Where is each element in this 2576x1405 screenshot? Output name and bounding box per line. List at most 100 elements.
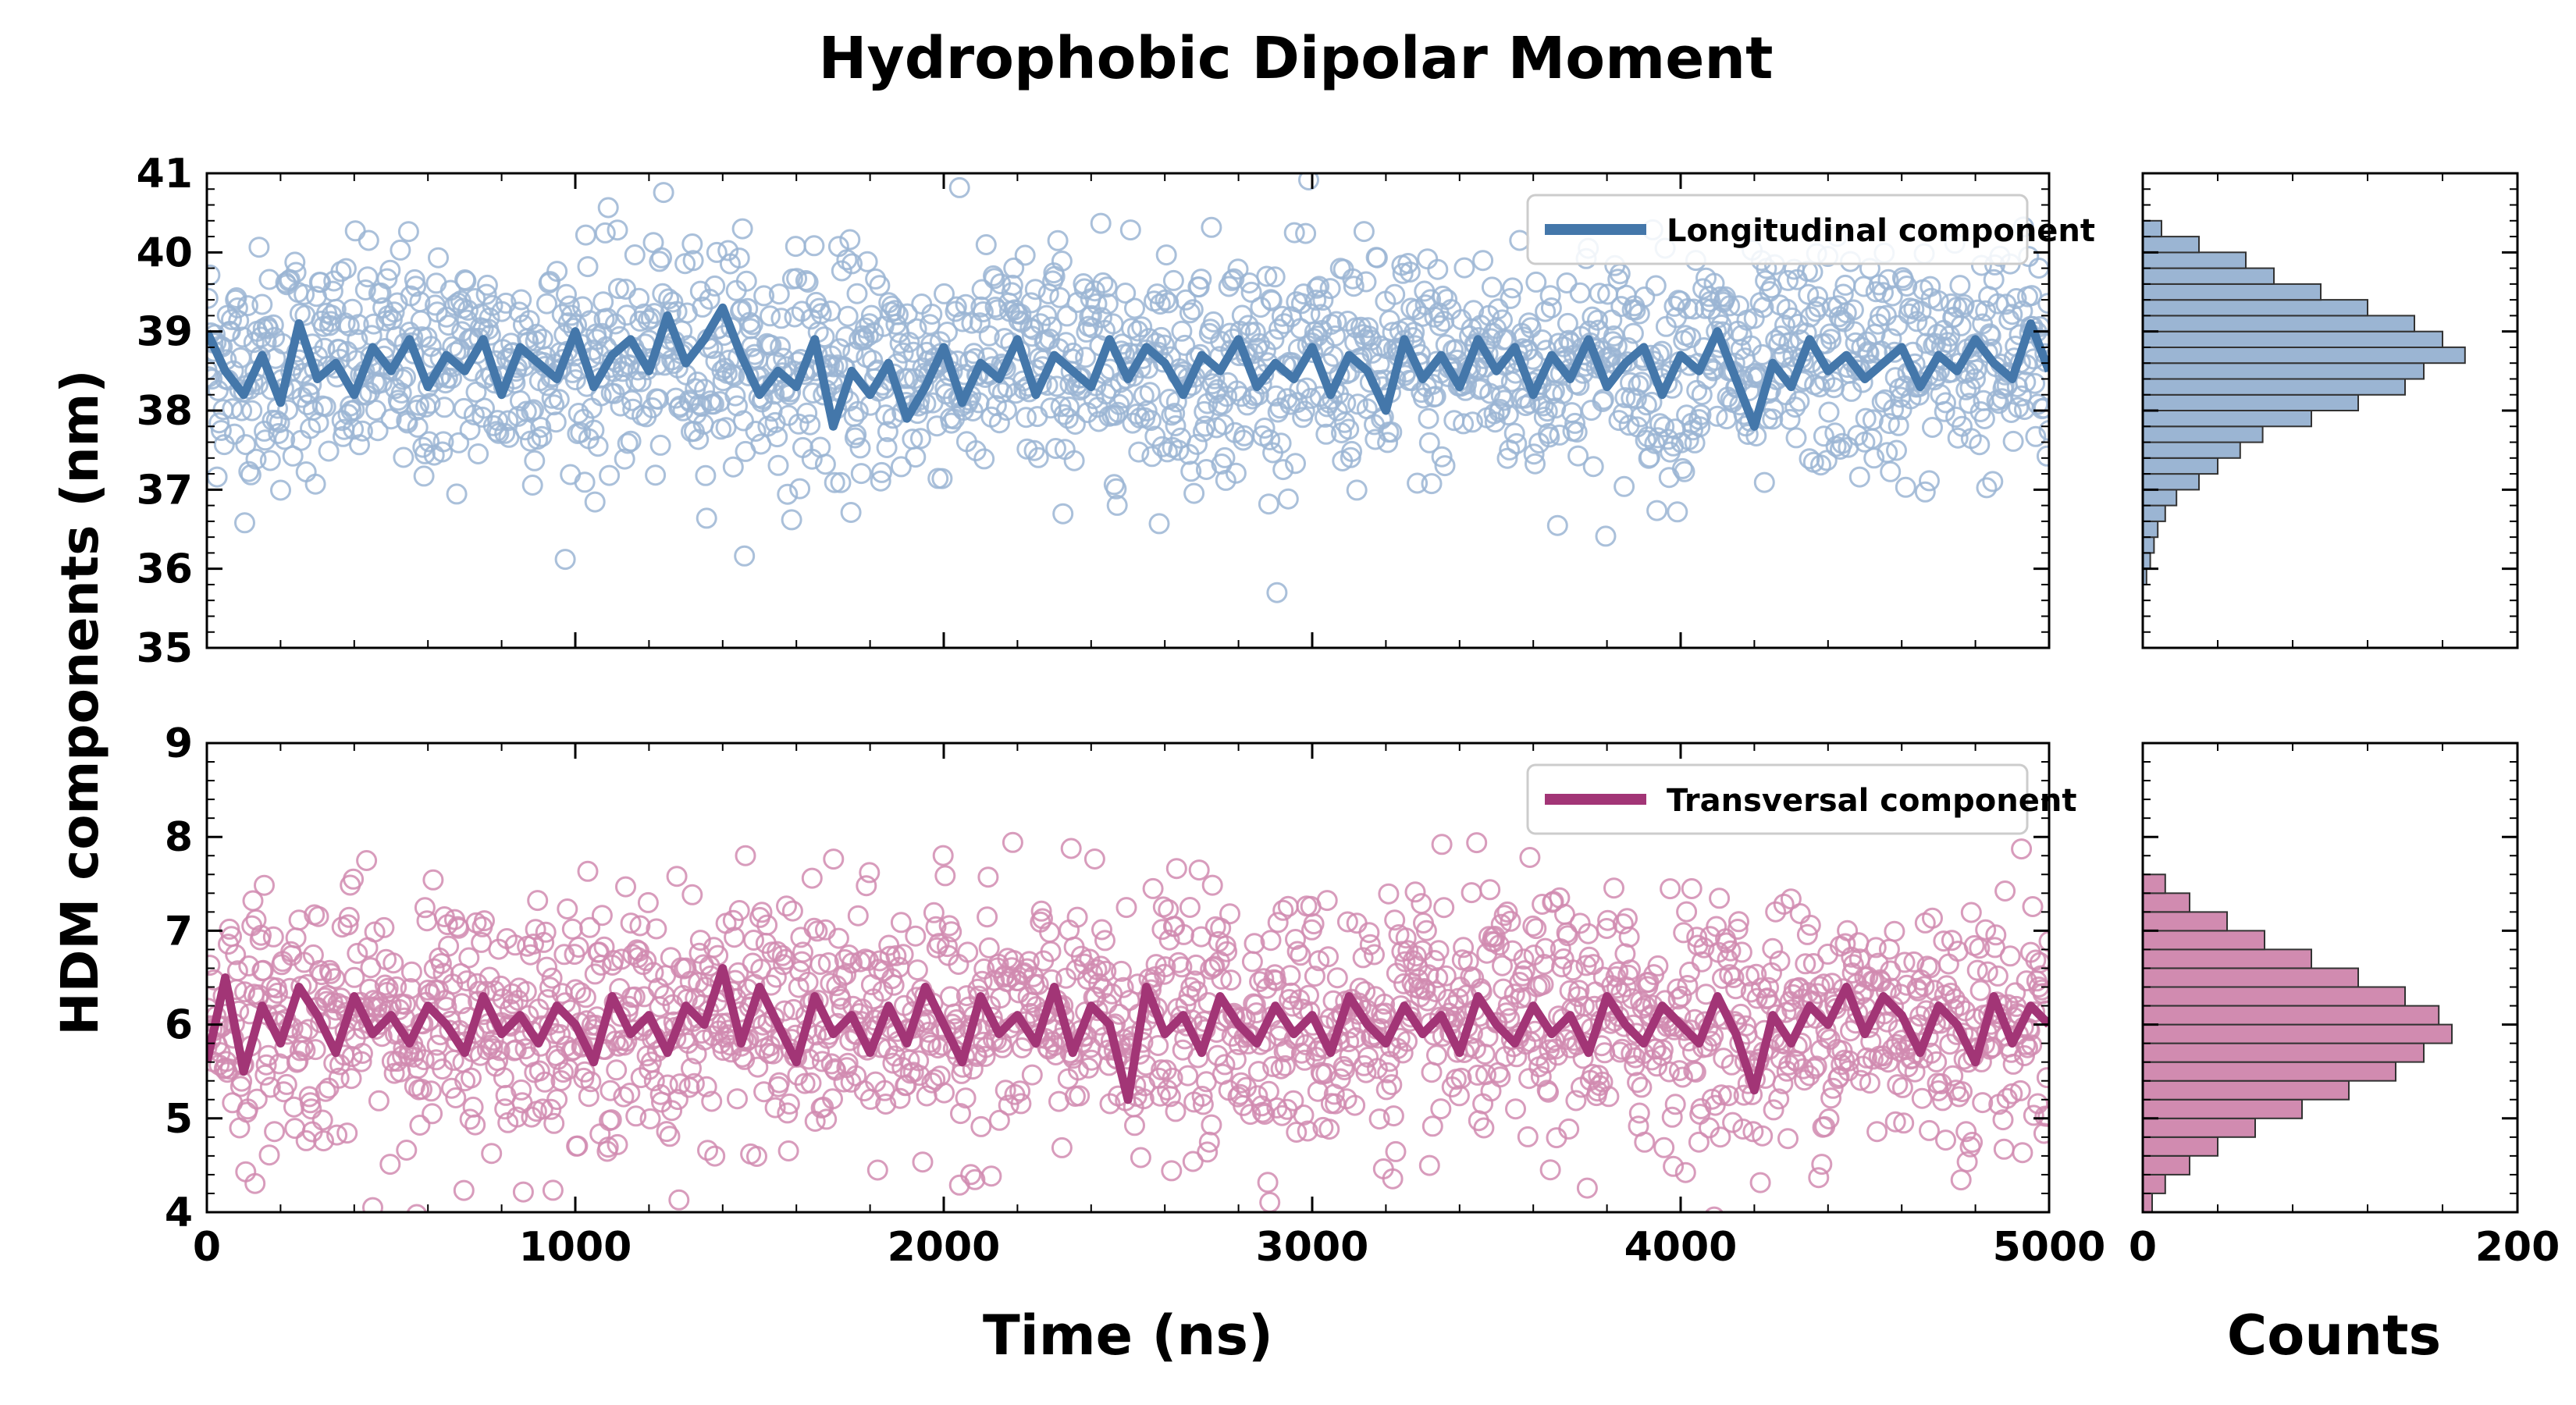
transversal-point xyxy=(955,1087,977,1109)
transversal-point xyxy=(1768,1088,1790,1110)
transversal-point xyxy=(1923,980,1945,1001)
longitudinal-point xyxy=(1188,276,1210,298)
transversal-point xyxy=(1919,1119,1940,1141)
longitudinal-histogram-bar xyxy=(2142,315,2415,333)
longitudinal-point xyxy=(238,461,260,482)
longitudinal-smoothed-line xyxy=(207,303,2049,431)
transversal-point xyxy=(1187,980,1208,1002)
transversal-point xyxy=(792,941,813,963)
longitudinal-point xyxy=(285,261,307,283)
longitudinal-point xyxy=(1161,404,1183,426)
transversal-point xyxy=(1513,948,1535,970)
transversal-point xyxy=(610,948,632,970)
longitudinal-point xyxy=(955,293,977,315)
transversal-point xyxy=(1344,1094,1366,1116)
longitudinal-point xyxy=(1949,275,1971,297)
longitudinal-point xyxy=(1179,302,1201,324)
longitudinal-point xyxy=(799,414,821,436)
transversal-point xyxy=(426,1034,448,1056)
longitudinal-point xyxy=(1052,503,1074,525)
transversal-point xyxy=(765,966,787,988)
longitudinal-point xyxy=(651,247,672,269)
longitudinal-point xyxy=(584,491,606,513)
longitudinal-point xyxy=(784,306,806,328)
transversal-point xyxy=(1066,906,1088,928)
transversal-point xyxy=(1149,1085,1171,1107)
longitudinal-point xyxy=(1357,317,1379,339)
transversal-point xyxy=(489,1040,511,1062)
longitudinal-point xyxy=(1124,297,1145,319)
longitudinal-point xyxy=(824,471,845,493)
transversal-point xyxy=(912,1151,934,1173)
longitudinal-point xyxy=(1264,266,1286,288)
longitudinal-point xyxy=(1445,339,1467,361)
transversal-point xyxy=(1884,920,1905,942)
longitudinal-point xyxy=(717,240,739,261)
transversal-point xyxy=(482,1030,504,1051)
transversal-point xyxy=(1262,1055,1284,1077)
transversal-point xyxy=(661,1100,683,1122)
transversal-point xyxy=(753,1081,775,1103)
transversal-point xyxy=(704,1145,726,1167)
transversal-point xyxy=(1244,933,1265,955)
transversal-point xyxy=(1661,1106,1683,1128)
longitudinal-point xyxy=(1353,221,1375,243)
longitudinal-point xyxy=(1308,276,1330,297)
longitudinal-point xyxy=(1453,413,1475,435)
longitudinal-point xyxy=(1139,382,1161,404)
longitudinal-y-tick-label: 41 xyxy=(137,151,193,197)
transversal-point xyxy=(937,936,958,958)
transversal-point xyxy=(816,1108,838,1130)
transversal-point xyxy=(1883,996,1905,1017)
longitudinal-point xyxy=(1127,320,1148,342)
longitudinal-point xyxy=(1036,304,1058,326)
longitudinal-point xyxy=(546,261,568,283)
transversal-point xyxy=(1987,965,2008,987)
transversal-point xyxy=(642,962,664,984)
transversal-point xyxy=(1374,993,1396,1015)
transversal-point xyxy=(520,944,541,966)
longitudinal-point xyxy=(302,400,324,421)
transversal-point xyxy=(978,937,1000,959)
longitudinal-y-tick-label: 40 xyxy=(137,229,193,276)
transversal-point xyxy=(625,1105,647,1127)
transversal-point xyxy=(532,1098,553,1120)
transversal-point xyxy=(1834,933,1856,955)
longitudinal-point xyxy=(536,293,557,315)
longitudinal-point xyxy=(884,300,906,322)
longitudinal-point xyxy=(1037,283,1059,304)
transversal-point xyxy=(445,1087,467,1108)
longitudinal-point xyxy=(1049,286,1071,308)
longitudinal-point xyxy=(1411,305,1433,327)
transversal-point xyxy=(1427,967,1449,989)
transversal-point xyxy=(1976,961,1998,983)
longitudinal-histogram-bar xyxy=(2142,536,2155,554)
longitudinal-point xyxy=(1737,424,1759,445)
longitudinal-point xyxy=(315,396,336,418)
longitudinal-point xyxy=(418,431,440,453)
transversal-point xyxy=(1603,877,1624,899)
transversal-point xyxy=(1171,956,1193,978)
longitudinal-point xyxy=(1502,277,1524,299)
transversal-point xyxy=(515,980,537,1002)
longitudinal-point xyxy=(984,268,1005,290)
transversal-point xyxy=(1837,919,1859,941)
longitudinal-point xyxy=(1240,281,1262,303)
transversal-point xyxy=(1316,890,1338,912)
longitudinal-point xyxy=(248,237,270,258)
longitudinal-point xyxy=(1935,392,1956,414)
longitudinal-point xyxy=(357,266,379,288)
longitudinal-point xyxy=(1266,582,1288,603)
longitudinal-point xyxy=(379,259,401,281)
longitudinal-point xyxy=(1919,470,1940,492)
transversal-point xyxy=(254,1064,276,1086)
longitudinal-histogram-bar xyxy=(2142,362,2425,380)
transversal-point xyxy=(971,970,993,992)
longitudinal-point xyxy=(301,374,322,396)
transversal-point xyxy=(1763,1099,1784,1121)
transversal-point xyxy=(950,1103,971,1125)
longitudinal-point xyxy=(479,307,500,329)
longitudinal-point xyxy=(996,400,1017,422)
transversal-point xyxy=(1562,959,1584,981)
transversal-point xyxy=(803,917,825,939)
